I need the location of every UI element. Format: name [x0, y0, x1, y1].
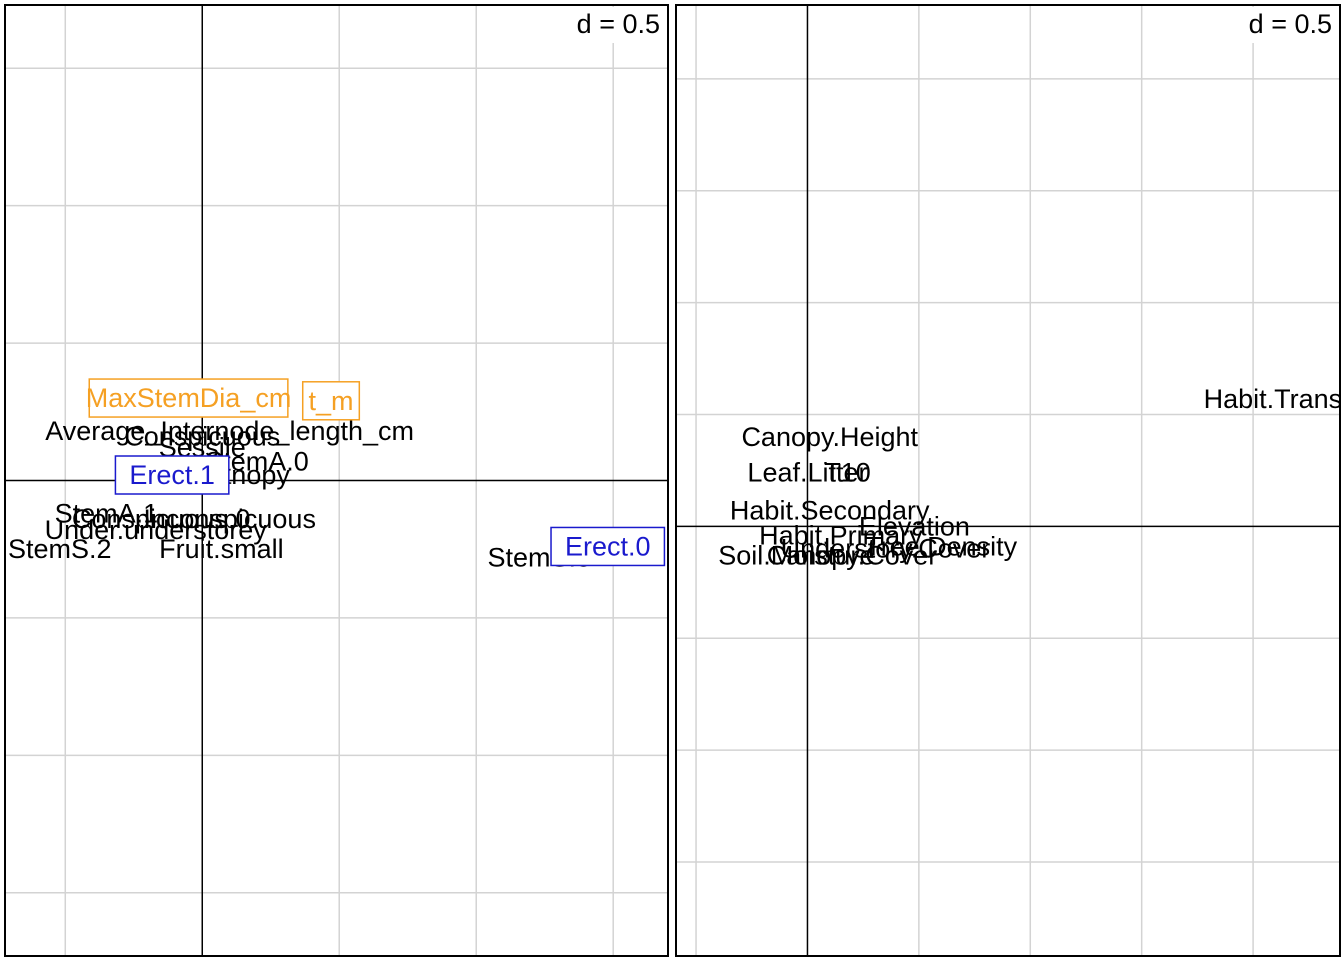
point-label: Fruit.small	[159, 534, 284, 564]
left-panel: Average_Internode_length_cmConspicuousSe…	[5, 5, 668, 956]
point-label: Erect.1	[129, 460, 215, 490]
point-label-box-frame	[301, 381, 361, 421]
point-label: Leaf.Litter	[747, 458, 867, 488]
point-label: Elevation	[859, 511, 970, 541]
point-label-box: MaxStemDia_cm	[86, 378, 292, 418]
point-label-box-frame	[114, 455, 230, 495]
point-label: Canopy.Height	[741, 422, 918, 452]
left-point-labels: Average_Internode_length_cmConspicuousSe…	[8, 378, 666, 572]
left-panel-frame	[4, 4, 669, 957]
scale-label: d = 0.5	[1249, 9, 1332, 39]
point-label: Average_Internode_length_cm	[45, 416, 414, 446]
left-scale-label-group: d = 0.5	[556, 7, 664, 43]
point-label: Habit.Transition	[1204, 384, 1344, 414]
scale-label-background	[1228, 7, 1336, 43]
scale-label-background	[556, 7, 664, 43]
point-label: Conspicuous	[124, 422, 280, 452]
point-label-box-frame	[88, 378, 289, 418]
point-label: Habit.Primary	[759, 520, 923, 550]
point-label-box: t_m	[301, 381, 361, 421]
point-label: MaxStemDia_cm	[86, 383, 292, 413]
right-scale-label-group: d = 0.5	[1228, 7, 1336, 43]
point-label: Habit.Secondary	[730, 496, 930, 526]
point-label-box-frame	[550, 526, 666, 567]
right-panel: Habit.Transition Canopy.Height Leaf.Litter…	[676, 5, 1344, 956]
point-label: Canopy.Cover	[767, 540, 938, 570]
point-label: Under.understorey	[45, 515, 268, 545]
point-label-box: Erect.1	[114, 455, 230, 495]
point-label: Erect.0	[565, 531, 651, 561]
left-origin-axes	[5, 5, 668, 956]
left-grid	[5, 5, 668, 956]
point-label: Conspicuous.0	[72, 504, 251, 534]
right-point-labels: Habit.Transition Canopy.Height Leaf.Litter…	[718, 384, 1344, 571]
point-label: StemS.2	[8, 534, 112, 564]
point-label: t_m	[309, 386, 354, 416]
point-label: T10	[824, 458, 871, 488]
right-panel-frame	[675, 4, 1341, 957]
scale-label: d = 0.5	[577, 9, 660, 39]
right-origin-axes	[676, 5, 1340, 956]
point-label: StemA.1	[55, 498, 159, 528]
point-label: Understory.Cover	[781, 534, 991, 564]
point-label: Inconspicuous	[143, 504, 316, 534]
point-label: Tree.Density	[865, 532, 1018, 562]
point-label: Soil.Moisture	[718, 540, 874, 570]
point-label-box: Erect.0	[550, 526, 666, 567]
right-grid	[676, 5, 1340, 956]
